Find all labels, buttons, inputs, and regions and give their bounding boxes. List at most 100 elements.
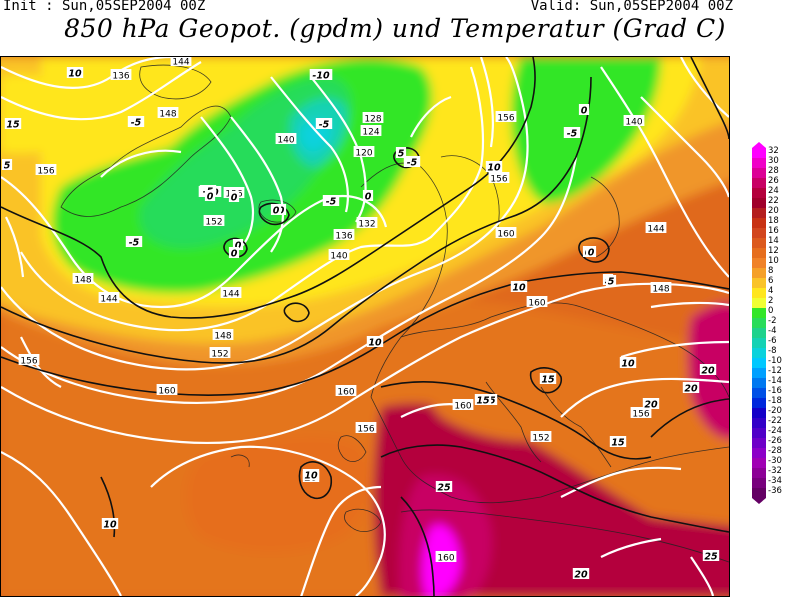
legend-swatch xyxy=(752,368,766,378)
temperature-label: 0 xyxy=(273,206,280,217)
temperature-label: 10 xyxy=(368,338,382,349)
geopotential-label: 144 xyxy=(222,290,239,300)
temperature-label: 0 xyxy=(588,248,595,259)
legend-swatch xyxy=(752,258,766,268)
legend-swatch xyxy=(752,358,766,368)
temperature-label: 0 xyxy=(581,106,588,117)
temperature-label-bg xyxy=(66,67,84,78)
legend-swatch xyxy=(752,398,766,408)
legend-label: -12 xyxy=(768,366,782,376)
geopotential-label: 160 xyxy=(437,554,454,564)
valid-time-label: Valid: Sun,05SEP2004 00Z xyxy=(530,0,733,14)
legend-swatch xyxy=(752,388,766,398)
geopotential-label: 156 xyxy=(490,175,507,185)
geopotential-label: 160 xyxy=(337,388,354,398)
legend-label: -14 xyxy=(768,376,782,386)
temperature-label: 10 xyxy=(304,471,318,482)
legend-swatch xyxy=(752,308,766,318)
temperature-label: 0 xyxy=(231,193,238,204)
legend-label: 28 xyxy=(768,166,779,176)
temperature-label: 0 xyxy=(365,192,372,203)
temperature-label: -5 xyxy=(319,120,330,131)
legend-label: -4 xyxy=(768,326,777,336)
legend-swatch xyxy=(752,458,766,468)
geopotential-label-bg xyxy=(170,57,192,66)
temperature-label: 0 xyxy=(235,241,242,252)
legend-label: 14 xyxy=(768,236,779,246)
legend-label: -2 xyxy=(768,316,777,326)
geopotential-label-bg xyxy=(110,69,132,80)
temperature-label: 25 xyxy=(704,552,718,563)
legend-swatch xyxy=(752,208,766,218)
geopotential-label: 156 xyxy=(632,410,649,420)
geopotential-label-bg xyxy=(645,222,667,233)
temperature-label: 0 xyxy=(278,206,285,217)
legend-label: -36 xyxy=(768,486,782,496)
geopotential-label-bg xyxy=(526,296,548,307)
geopotential-label-bg xyxy=(623,115,645,126)
geopotential-label: 160 xyxy=(454,402,471,412)
temperature-label: -5 xyxy=(129,238,140,249)
geopotential-label: 144 xyxy=(172,58,189,68)
geopotential-label: 136 xyxy=(335,232,352,242)
temperature-field xyxy=(1,57,729,596)
temperature-label-bg xyxy=(228,191,240,202)
temperature-label: 15 xyxy=(611,438,625,449)
temperature-label: 10 xyxy=(68,69,82,80)
temperature-label-bg xyxy=(315,118,333,129)
geopotential-label: 140 xyxy=(625,118,642,128)
legend-label: 18 xyxy=(768,216,779,226)
temperature-label: 0 xyxy=(207,192,214,203)
geopotential-label: 124 xyxy=(362,128,379,138)
legend-label: 0 xyxy=(768,306,774,316)
geopotential-label: 144 xyxy=(100,295,117,305)
temperature-label-bg xyxy=(309,69,333,80)
temperature-label: -5 xyxy=(326,197,337,208)
geopotential-label: 128 xyxy=(364,115,381,125)
temperature-label-bg xyxy=(204,190,216,201)
legend-swatch xyxy=(752,438,766,448)
geopotential-label-bg xyxy=(362,112,384,123)
temperature-label-bg xyxy=(619,357,637,368)
geopotential-label-bg xyxy=(98,292,120,303)
temperature-label: 20 xyxy=(701,366,715,377)
geopotential-label-bg xyxy=(435,551,457,562)
geopotential-label-bg xyxy=(72,273,94,284)
temperature-label: -5 xyxy=(407,158,418,169)
legend-bottom-arrow xyxy=(752,498,766,504)
legend-swatch xyxy=(752,218,766,228)
weather-map: 1361441481521561401361281241201321361401… xyxy=(0,56,730,597)
legend-label: 12 xyxy=(768,246,779,256)
legend-label: 30 xyxy=(768,156,779,166)
geopotential-label-bg xyxy=(220,287,242,298)
geopotential-label-bg xyxy=(275,133,297,144)
temperature-label: 10 xyxy=(487,163,501,174)
temperature-label-bg xyxy=(474,394,492,405)
geopotential-label-bg xyxy=(452,399,474,410)
legend-label: 8 xyxy=(768,266,774,276)
temperature-label: 10 xyxy=(103,520,117,531)
geopotential-label: 152 xyxy=(205,218,222,228)
legend-swatch xyxy=(752,418,766,428)
geopotential-label: 120 xyxy=(355,149,372,159)
temperature-label-bg xyxy=(605,275,617,286)
legend-label: -16 xyxy=(768,386,782,396)
geopotential-label: 156 xyxy=(20,357,37,367)
geopotential-contours xyxy=(1,57,729,596)
legend-label: -34 xyxy=(768,476,782,486)
geopotential-label-bg xyxy=(333,229,355,240)
legend-label: -32 xyxy=(768,466,782,476)
geopotential-label: 148 xyxy=(652,285,669,295)
temperature-label-bg xyxy=(682,382,700,393)
legend-swatch xyxy=(752,298,766,308)
temperature-label: 10 xyxy=(621,359,635,370)
legend-swatch xyxy=(752,148,766,158)
temperature-label: -5 xyxy=(567,129,578,140)
temperature-label-bg xyxy=(302,469,320,480)
geopotential-label-bg xyxy=(488,172,510,183)
temperature-label-bg xyxy=(485,161,503,172)
legend-label: -22 xyxy=(768,416,782,426)
temperature-label-bg xyxy=(366,336,384,347)
legend-label: 20 xyxy=(768,206,779,216)
temperature-labels: 10155-50-10-10-5-500-500-50-500510101010… xyxy=(1,67,720,581)
